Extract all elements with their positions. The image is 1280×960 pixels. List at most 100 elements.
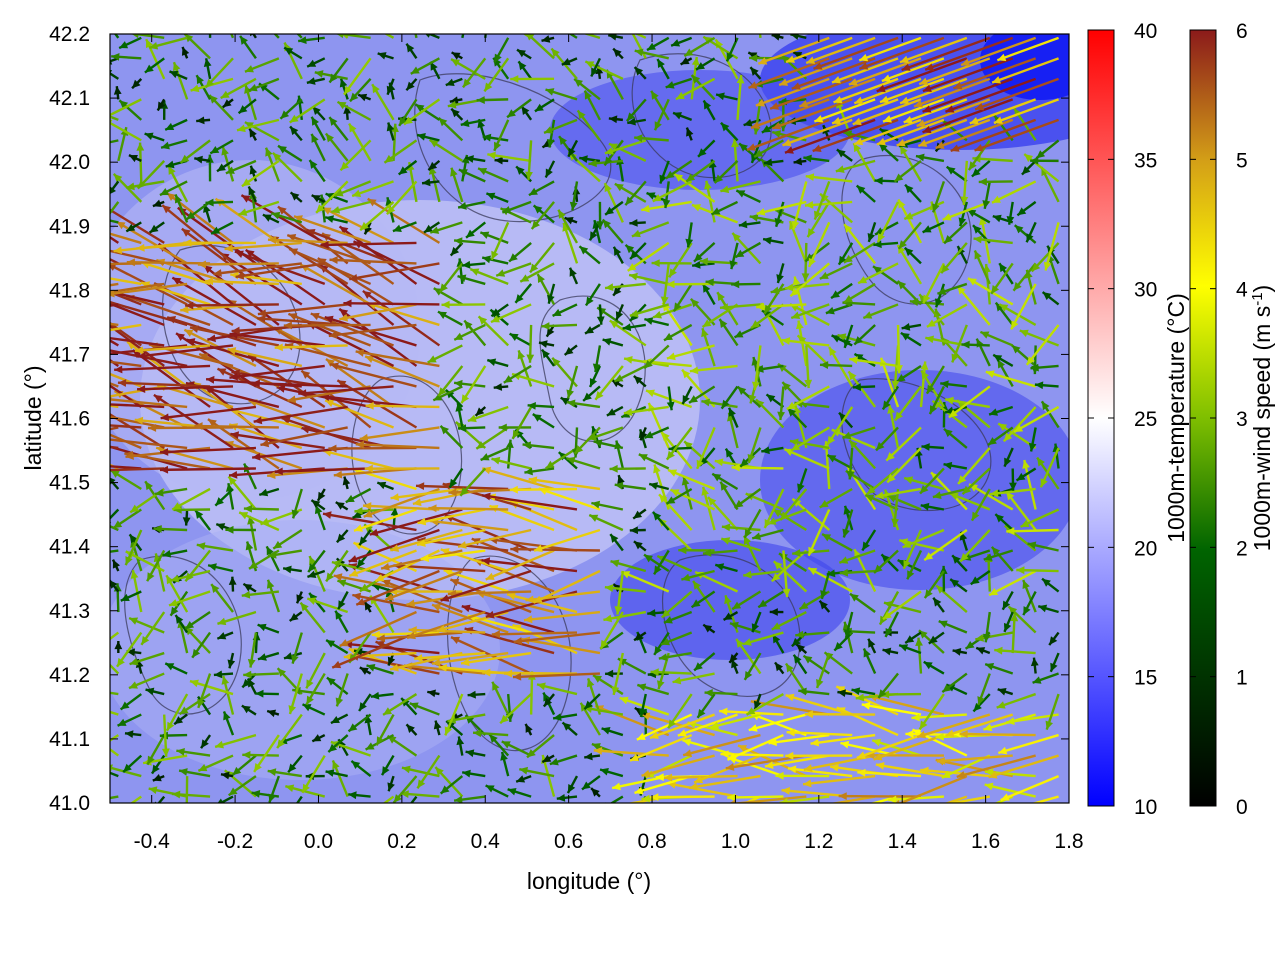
wind-arrow-head <box>630 250 639 260</box>
wind-arrow-head <box>267 550 277 559</box>
wind-colorbar-label-superscript: -1 <box>1249 292 1266 305</box>
wind-arrow-head <box>997 359 1006 369</box>
wind-arrow-head <box>894 173 904 182</box>
wind-arrow-head <box>157 101 166 111</box>
wind-arrow-head <box>352 189 362 198</box>
wind-arrow-head <box>926 319 936 327</box>
wind-arrow-head <box>1006 717 1015 726</box>
y-tick-label: 41.4 <box>49 536 90 559</box>
wind-arrow-head <box>891 380 900 390</box>
wind-arrow-head <box>839 556 849 564</box>
wind-arrow-head <box>365 742 375 750</box>
wind-arrow-head <box>591 500 601 509</box>
wind-arrow-head <box>91 214 100 222</box>
wind-arrow-shaft <box>875 763 945 778</box>
wind-arrow-head <box>637 683 647 691</box>
wind-arrow-head <box>959 730 968 739</box>
wind-arrow-head <box>950 144 960 152</box>
wind-arrow-head <box>957 285 966 295</box>
wind-arrow-shaft <box>274 344 348 349</box>
wind-arrow-head <box>562 222 570 232</box>
wind-arrow-shaft <box>764 754 830 768</box>
wind-arrow-shaft <box>114 364 211 372</box>
wind-arrow-head <box>998 423 1008 432</box>
wind-arrow-head <box>165 122 175 131</box>
wind-arrow-head <box>613 286 622 296</box>
wind-arrow-shaft <box>331 631 417 669</box>
wind-arrow-head <box>119 100 129 109</box>
wind-arrow-shaft <box>248 399 326 429</box>
wind-arrow-head <box>574 78 583 88</box>
wind-arrow-head <box>244 122 254 130</box>
wind-arrow-head <box>878 689 887 699</box>
wind-arrow-head <box>919 720 928 730</box>
wind-arrow-head <box>661 609 671 618</box>
wind-arrow-head <box>267 471 276 479</box>
wind-arrow-head <box>611 686 620 695</box>
wind-arrow-head <box>844 224 853 233</box>
wind-colorbar-tick-label: 6 <box>1236 20 1248 43</box>
wind-arrow-head <box>952 555 961 564</box>
wind-arrow-head <box>114 641 123 650</box>
wind-arrow-head <box>589 378 598 388</box>
wind-arrow-head <box>747 143 757 151</box>
wind-arrow-head <box>390 663 399 672</box>
wind-arrow-head <box>689 366 699 375</box>
wind-arrow-head <box>849 356 858 365</box>
wind-arrow-head <box>110 263 117 271</box>
wind-arrow-shaft <box>620 570 670 593</box>
wind-arrow-shaft <box>831 98 899 125</box>
wind-arrow-head <box>776 274 784 283</box>
wind-arrow-head <box>466 229 475 238</box>
wind-arrow-head <box>772 130 782 138</box>
wind-arrow-head <box>480 453 490 461</box>
wind-arrow-head <box>681 476 690 486</box>
wind-arrow-head <box>843 338 851 348</box>
wind-arrow-shaft <box>506 593 578 614</box>
wind-arrow-head <box>558 209 566 219</box>
wind-arrow-head <box>854 353 864 362</box>
wind-arrow-shaft <box>260 426 348 447</box>
wind-arrow-head <box>602 338 612 346</box>
wind-arrow-head <box>290 192 300 201</box>
wind-arrow-shaft <box>328 446 417 450</box>
wind-arrow-head <box>77 700 86 707</box>
wind-arrow-head <box>505 439 514 449</box>
wind-arrow-shaft <box>218 795 234 803</box>
wind-arrow-head <box>196 75 204 85</box>
wind-arrow-head <box>161 748 170 757</box>
wind-arrow-head <box>425 34 431 38</box>
wind-arrow-head <box>785 283 794 292</box>
wind-arrow-head <box>181 228 191 237</box>
wind-arrow-head <box>945 729 955 738</box>
wind-arrow-head <box>245 249 255 258</box>
wind-arrow-shaft <box>755 77 830 107</box>
wind-arrow-head <box>306 229 316 237</box>
wind-arrow-head <box>673 302 682 312</box>
wind-arrow-head <box>339 313 349 322</box>
wind-arrow-head <box>179 768 188 776</box>
wind-arrow-head <box>849 440 858 449</box>
wind-arrow-shaft <box>709 713 761 729</box>
wind-arrow-head <box>934 298 943 308</box>
wind-arrow-shaft <box>467 614 532 634</box>
wind-arrow-head <box>161 141 170 150</box>
wind-arrow-head <box>792 498 802 508</box>
wind-arrow-head <box>525 171 533 180</box>
wind-arrow-head <box>524 467 533 476</box>
wind-arrow-shaft <box>1023 459 1037 510</box>
wind-arrow-head <box>227 659 236 669</box>
wind-arrow-head <box>926 384 935 394</box>
wind-arrow-head <box>848 78 858 86</box>
wind-arrow-head <box>470 268 480 276</box>
wind-arrow-head <box>520 274 530 282</box>
wind-arrow-head <box>454 237 463 246</box>
wind-arrow-head <box>174 716 184 725</box>
wind-arrow-head <box>430 61 438 71</box>
wind-arrow-head <box>900 55 909 64</box>
wind-arrow-head <box>805 173 815 182</box>
wind-colorbar-label-end: ) <box>1249 285 1275 293</box>
wind-arrow-head <box>462 769 471 778</box>
wind-arrow-head <box>820 193 829 203</box>
wind-arrow-shaft <box>786 731 853 737</box>
